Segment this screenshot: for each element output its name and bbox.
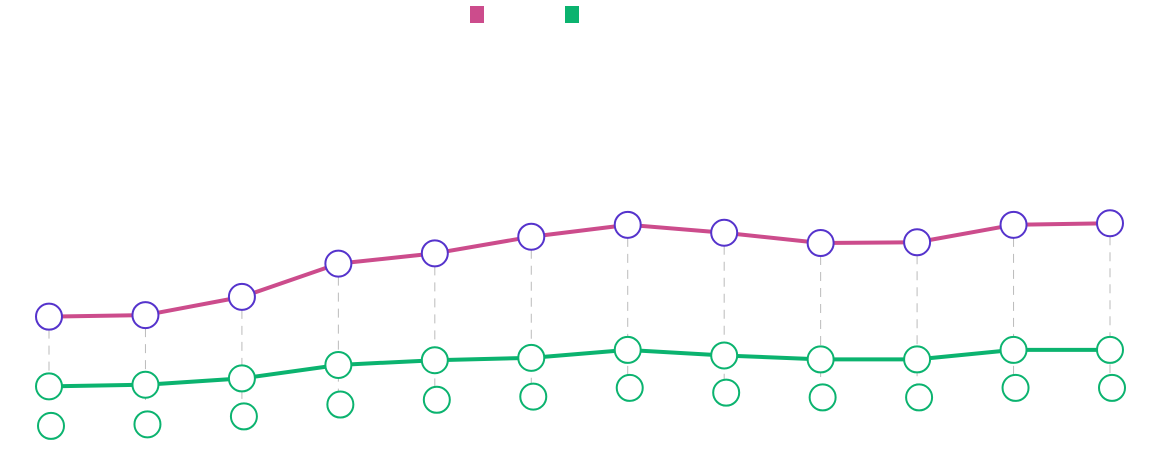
extra-point xyxy=(905,383,934,412)
extra-point xyxy=(133,410,162,439)
series-2-point xyxy=(35,372,63,401)
extra-point xyxy=(1001,373,1030,402)
legend-swatch-2 xyxy=(565,6,579,23)
series-2-point xyxy=(613,335,642,364)
series-2-point xyxy=(710,341,739,370)
legend xyxy=(470,6,579,23)
series-1-point xyxy=(999,210,1028,239)
series-2-point xyxy=(999,335,1028,364)
series-2-point xyxy=(131,370,160,399)
extra-point xyxy=(1098,373,1126,402)
series-1-point xyxy=(131,301,160,330)
series-1-point xyxy=(420,239,449,268)
series-2-point xyxy=(517,343,546,372)
series-2-point xyxy=(806,345,835,374)
extra-point xyxy=(615,373,644,402)
series-1-point xyxy=(710,218,739,247)
series-line-2 xyxy=(47,347,1112,389)
extra-point xyxy=(422,385,451,414)
series-2-point xyxy=(1096,335,1124,364)
series-1-point xyxy=(903,228,932,257)
extra-point xyxy=(712,378,741,407)
series-2-point xyxy=(420,346,449,375)
extra-point xyxy=(808,383,837,412)
extra-point xyxy=(37,411,65,440)
series-lines xyxy=(47,221,1112,389)
series-1-point xyxy=(613,210,642,239)
series-1-point xyxy=(35,302,63,331)
extra-point xyxy=(519,382,548,411)
series-1-point xyxy=(517,222,546,251)
series-line-1 xyxy=(47,221,1112,319)
legend-swatch-1 xyxy=(470,6,484,23)
series-2-point xyxy=(227,364,256,393)
gridlines xyxy=(48,236,1111,400)
series-1-point xyxy=(1096,209,1124,238)
extra-point xyxy=(229,402,258,431)
series-2-point xyxy=(903,345,932,374)
series-1-point xyxy=(324,249,353,278)
series-2-point xyxy=(324,350,353,379)
series-1-point xyxy=(806,229,835,258)
series-markers xyxy=(35,209,1126,440)
extra-point xyxy=(326,390,355,419)
series-1-point xyxy=(227,282,256,311)
